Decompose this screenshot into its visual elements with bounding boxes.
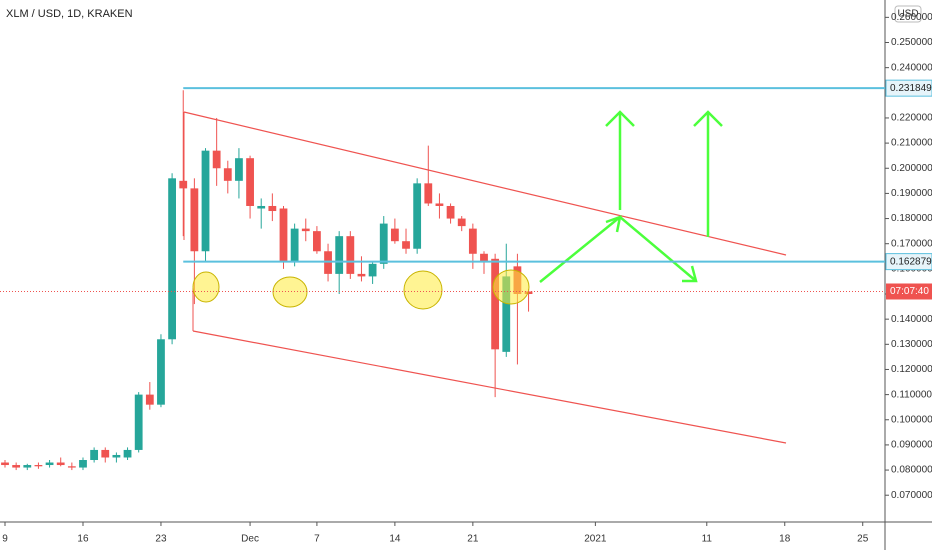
candle-body [179, 180, 188, 189]
candle-body [502, 276, 511, 352]
highlight [492, 269, 530, 305]
candle-body [335, 236, 344, 274]
x-tick-label: 14 [389, 534, 401, 545]
candle-body [145, 394, 154, 405]
x-tick-label: Dec [241, 534, 259, 545]
candle-body [413, 183, 422, 249]
x-tick-label: 16 [77, 534, 89, 545]
candle-body [257, 205, 266, 209]
currency-label[interactable]: USD [897, 9, 918, 20]
x-tick-label: 9 [2, 534, 8, 545]
level-label-bg [885, 79, 932, 97]
candle-body [301, 228, 310, 232]
candle-body [157, 339, 165, 405]
y-tick-label: 0.170000 [891, 238, 932, 249]
candle-body [290, 228, 299, 262]
countdown: 07:07:40 [890, 286, 929, 297]
candle-body [34, 465, 43, 467]
highlight [272, 276, 308, 308]
y-tick-label: 0.200000 [891, 163, 932, 174]
level-label: 0.162879 [890, 256, 932, 267]
candle-body [524, 291, 533, 295]
plot [1, 90, 533, 471]
trend-line [192, 330, 787, 444]
candle-body [223, 168, 232, 181]
candle-body [23, 465, 32, 468]
drawings [183, 110, 787, 444]
y-tick-label: 0.190000 [891, 188, 932, 199]
y-tick-label: 0.100000 [891, 414, 932, 425]
candle-body [101, 449, 110, 458]
y-tick-label: 0.120000 [891, 364, 932, 375]
trend-line [183, 111, 787, 256]
candle-body [45, 462, 54, 466]
candle-body [79, 460, 87, 468]
arrow-head [605, 215, 622, 233]
arrow-head [682, 265, 698, 283]
countdown-bg [886, 283, 932, 300]
highlight [403, 270, 443, 310]
candle-body [402, 241, 410, 249]
x-tick-label: 11 [702, 534, 713, 545]
x-tick-label: 21 [467, 534, 479, 545]
arrow-head [693, 110, 723, 127]
candle-body [246, 158, 254, 206]
candle-body [313, 231, 321, 252]
candle-body [67, 466, 76, 468]
candle-body [457, 218, 466, 227]
level-label: 0.231849 [890, 83, 932, 94]
y-tick-label: 0.110000 [891, 389, 932, 400]
candle-body [435, 203, 444, 206]
candle-body [268, 205, 277, 212]
highlight [192, 271, 220, 303]
y-tick-label: 0.070000 [891, 490, 932, 501]
candle-body [190, 188, 199, 252]
candle-body [424, 183, 433, 204]
y-tick-label: 0.080000 [891, 465, 932, 476]
y-tick-label: 0.180000 [891, 213, 932, 224]
candle-body [390, 228, 399, 242]
y-tick-label: 0.260000 [891, 12, 932, 23]
candle-body [123, 449, 132, 458]
candle-body [212, 150, 221, 169]
candle-body [201, 150, 210, 252]
x-tick-label: 18 [779, 534, 791, 545]
x-tick-label: 7 [314, 534, 320, 545]
candle-body [1, 462, 9, 466]
x-tick-label: 2021 [584, 534, 607, 545]
currency-button[interactable] [894, 5, 922, 23]
y-tick-label: 0.090000 [891, 440, 932, 451]
candle-body [90, 449, 99, 461]
y-tick-label: 0.130000 [891, 339, 932, 350]
candle-body [480, 253, 488, 262]
level-label-bg [885, 253, 932, 271]
candle-body [379, 223, 388, 264]
candle-body [112, 454, 121, 458]
candle-body [368, 263, 377, 277]
candle-body [12, 465, 21, 468]
arrow-head [605, 110, 635, 127]
y-tick-label: 0.140000 [891, 314, 932, 325]
y-tick-label: 0.240000 [891, 62, 932, 73]
candle-body [468, 228, 477, 254]
chart-title: XLM / USD, 1D, KRAKEN [6, 8, 133, 20]
candle-body [168, 178, 176, 340]
y-tick-label: 0.220000 [891, 113, 932, 124]
candle-body [279, 208, 288, 262]
candle-body [491, 258, 500, 350]
candle-body [446, 205, 455, 219]
candle-body [346, 236, 355, 274]
y-tick-label: 0.210000 [891, 138, 932, 149]
candle-body [235, 158, 243, 181]
candle-body [56, 462, 65, 466]
x-tick-label: 25 [857, 534, 869, 545]
candle-body [357, 273, 366, 277]
x-tick-label: 23 [155, 534, 167, 545]
candle-body [134, 394, 143, 450]
y-tick-label: 0.250000 [891, 37, 932, 48]
